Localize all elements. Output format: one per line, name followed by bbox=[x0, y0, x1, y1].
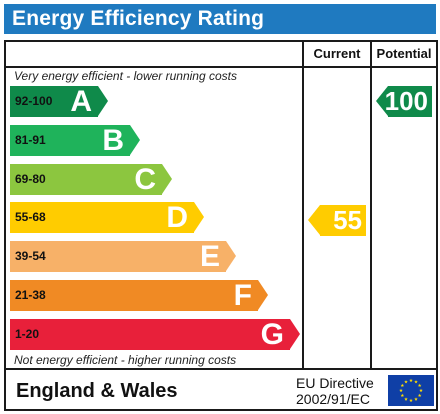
band-d: 55-68 D bbox=[10, 201, 204, 235]
potential-rating-body: 100 bbox=[384, 86, 432, 117]
band-g: 1-20 G bbox=[10, 317, 300, 351]
eu-star-icon bbox=[414, 397, 418, 401]
band-letter: G bbox=[260, 317, 284, 351]
band-letter: B bbox=[102, 123, 124, 157]
bottom-note: Not energy efficient - higher running co… bbox=[14, 353, 237, 367]
band-e: 39-54 E bbox=[10, 240, 236, 274]
header-divider bbox=[6, 66, 436, 68]
band-letter: D bbox=[166, 201, 188, 235]
column-header-potential: Potential bbox=[376, 46, 432, 61]
band-range: 55-68 bbox=[15, 210, 46, 225]
eu-star-icon bbox=[409, 378, 413, 383]
eu-star-icon bbox=[419, 388, 423, 393]
eu-flag-icon bbox=[388, 375, 434, 406]
eu-star-icon bbox=[404, 397, 408, 401]
band-range: 69-80 bbox=[15, 171, 46, 186]
band-arrow-tip bbox=[226, 241, 236, 272]
current-rating-body: 55 bbox=[320, 205, 366, 237]
top-note: Very energy efficient - lower running co… bbox=[14, 69, 237, 83]
band-a: 92-100 A bbox=[10, 85, 108, 118]
band-arrow-tip bbox=[130, 124, 140, 155]
column-divider-current bbox=[302, 42, 304, 370]
eu-star-icon bbox=[399, 388, 403, 393]
eu-star-icon bbox=[417, 383, 422, 388]
footer-divider bbox=[6, 368, 436, 370]
band-arrow-tip bbox=[194, 202, 204, 233]
potential-rating-value: 100 bbox=[384, 86, 428, 116]
band-arrow-tip bbox=[98, 86, 108, 116]
eu-star-icon bbox=[414, 379, 418, 384]
eu-directive-line1: EU Directive bbox=[296, 375, 374, 391]
band-range: 39-54 bbox=[15, 249, 46, 264]
eu-star-icon bbox=[417, 393, 422, 398]
column-header-current: Current bbox=[313, 46, 361, 61]
current-rating-arrow: 55 bbox=[308, 205, 366, 237]
band-letter: F bbox=[233, 279, 252, 312]
potential-rating-arrow: 100 bbox=[376, 86, 432, 117]
eu-directive-line2: 2002/91/EC bbox=[296, 391, 370, 407]
eu-star-icon bbox=[404, 379, 408, 384]
eu-star-icon bbox=[409, 398, 413, 403]
rating-frame: Current Potential Very energy efficient … bbox=[4, 40, 438, 411]
current-rating-value: 55 bbox=[333, 205, 362, 236]
column-divider-potential bbox=[370, 42, 372, 370]
chart-title: Energy Efficiency Rating bbox=[12, 7, 265, 30]
eu-star-icon bbox=[400, 393, 405, 398]
band-range: 21-38 bbox=[15, 288, 46, 302]
potential-rating-tip bbox=[376, 86, 388, 116]
band-letter: A bbox=[70, 85, 92, 118]
band-arrow-tip bbox=[290, 318, 300, 349]
band-letter: E bbox=[199, 240, 220, 274]
band-letter: C bbox=[134, 162, 156, 196]
title-bar: Energy Efficiency Rating bbox=[4, 4, 436, 34]
current-rating-tip bbox=[308, 205, 320, 236]
band-b: 81-91 B bbox=[10, 123, 140, 157]
band-arrow-tip bbox=[258, 280, 268, 310]
band-c: 69-80 C bbox=[10, 162, 172, 196]
eu-stars-icon bbox=[399, 378, 423, 403]
eu-star-icon bbox=[400, 383, 405, 388]
band-range: 1-20 bbox=[15, 326, 40, 341]
band-range: 81-91 bbox=[15, 132, 46, 147]
band-f: 21-38 F bbox=[10, 279, 268, 312]
band-arrow-tip bbox=[162, 163, 172, 194]
band-range: 92-100 bbox=[15, 94, 53, 108]
footer-country: England & Wales bbox=[16, 380, 178, 402]
eu-directive: EU Directive 2002/91/EC bbox=[296, 375, 374, 407]
